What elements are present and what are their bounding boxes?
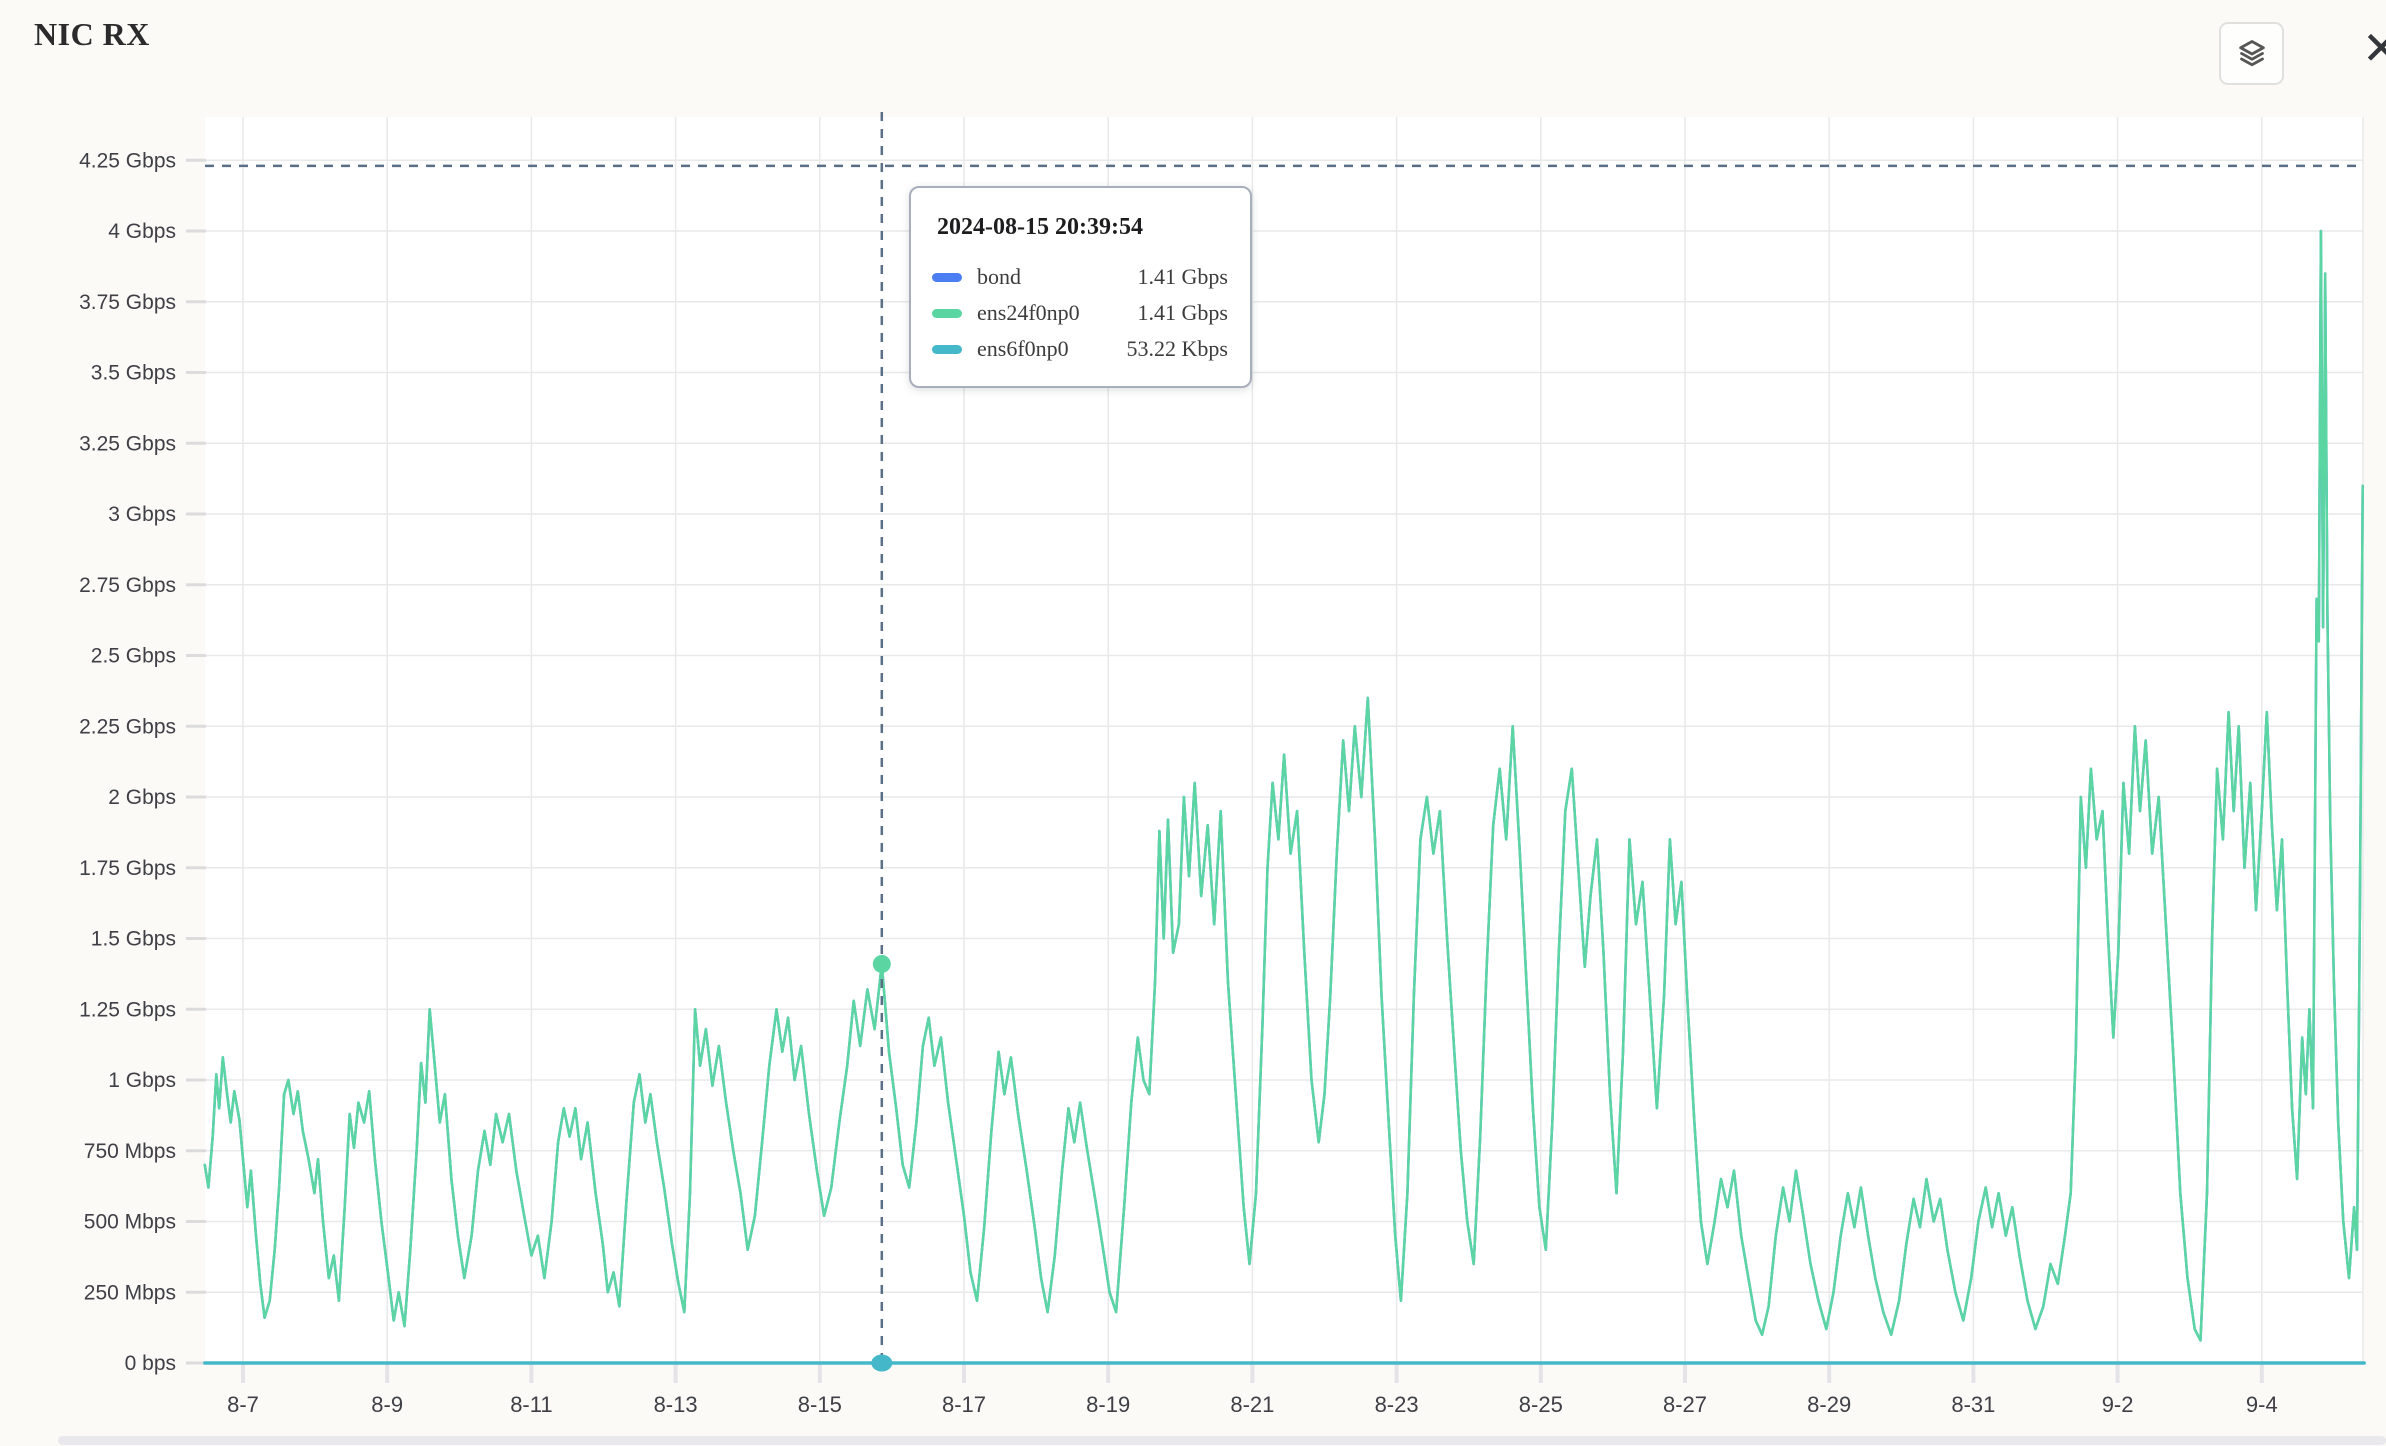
x-axis: 8-7 8-9 8-11 8-13 8-15 8-17 8-19 8-21 8-23 8-25 8-… — [227, 117, 2364, 1417]
y-axis-label: 500 Mbps — [84, 1211, 176, 1234]
tooltip-row-bond: bond 1.41 Gbps — [911, 259, 1250, 295]
y-axis-label: 4.25 Gbps — [79, 149, 176, 172]
x-axis-label: 8-17 — [942, 1392, 986, 1417]
x-axis-label: 8-19 — [1086, 1392, 1130, 1417]
series-name: ens24f0np0 — [977, 300, 1080, 325]
layers-icon — [2235, 37, 2269, 71]
y-axis-label: 4 Gbps — [108, 220, 176, 243]
chart-tooltip: 2024-08-15 20:39:54 bond 1.41 Gbps ens24… — [909, 186, 1252, 388]
y-axis-label: 3 Gbps — [108, 503, 176, 526]
tooltip-rows: bond 1.41 Gbps ens24f0np0 1.41 Gbps ens6… — [911, 259, 1250, 367]
y-axis-label: 1.25 Gbps — [79, 998, 176, 1021]
ens6f0np0-series-swatch — [932, 344, 962, 354]
y-axis-label: 1.75 Gbps — [79, 857, 176, 880]
series-value: 53.22 Kbps — [1126, 336, 1228, 361]
close-icon[interactable]: ✕ — [2362, 21, 2386, 75]
series-name: ens6f0np0 — [977, 336, 1069, 361]
x-axis-label: 8-29 — [1807, 1392, 1851, 1417]
plot-area — [205, 117, 2363, 1363]
x-axis-label: 8-31 — [1951, 1392, 1995, 1417]
y-axis-label: 250 Mbps — [84, 1281, 176, 1304]
annotations — [205, 112, 2363, 1372]
y-axis-label: 2.5 Gbps — [91, 645, 176, 668]
y-axis-label: 3.5 Gbps — [91, 362, 176, 385]
y-axis-label: 750 Mbps — [84, 1140, 176, 1163]
tooltip-row-ens6f0np0: ens6f0np0 53.22 Kbps — [911, 331, 1250, 367]
crosshair-dot-ens6f0np0 — [871, 1354, 893, 1372]
series-lines — [203, 229, 2366, 1365]
series-value: 1.41 Gbps — [1137, 300, 1228, 325]
x-axis-label: 8-13 — [654, 1392, 698, 1417]
y-axis-label: 2.25 Gbps — [79, 715, 176, 738]
tooltip-timestamp: 2024-08-15 20:39:54 — [937, 214, 1143, 240]
crosshair-dot-ens24f0np0 — [872, 954, 891, 973]
layers-button[interactable] — [2219, 22, 2284, 85]
x-axis-label: 8-23 — [1375, 1392, 1419, 1417]
page-title: NIC RX — [34, 16, 150, 52]
x-axis-label: 8-9 — [371, 1392, 403, 1417]
series-name: bond — [977, 264, 1021, 289]
series-ens24f0np0-line — [203, 229, 2364, 1342]
tooltip-row-ens24f0np0: ens24f0np0 1.41 Gbps — [911, 295, 1250, 331]
y-axis-label: 0 bps — [125, 1352, 176, 1375]
y-axis-label: 3.75 Gbps — [79, 291, 176, 314]
bond-series-swatch — [932, 272, 962, 282]
x-axis-label: 8-25 — [1519, 1392, 1563, 1417]
horizontal-scrollbar[interactable] — [58, 1436, 2386, 1445]
x-axis-label: 9-2 — [2102, 1392, 2134, 1417]
x-axis-label: 8-27 — [1663, 1392, 1707, 1417]
x-axis-label: 8-21 — [1230, 1392, 1274, 1417]
y-axis-label: 1.5 Gbps — [91, 928, 176, 951]
y-axis-label: 1 Gbps — [108, 1069, 176, 1092]
y-axis-label: 2.75 Gbps — [79, 574, 176, 597]
series-value: 1.41 Gbps — [1137, 264, 1228, 289]
y-axis-label: 3.25 Gbps — [79, 432, 176, 455]
x-axis-label: 8-15 — [798, 1392, 842, 1417]
x-axis-label: 9-4 — [2246, 1392, 2278, 1417]
x-axis-label: 8-11 — [510, 1392, 552, 1417]
y-axis-label: 2 Gbps — [108, 786, 176, 809]
x-axis-label: 8-7 — [227, 1392, 259, 1417]
ens24f0np0-series-swatch — [932, 308, 962, 318]
